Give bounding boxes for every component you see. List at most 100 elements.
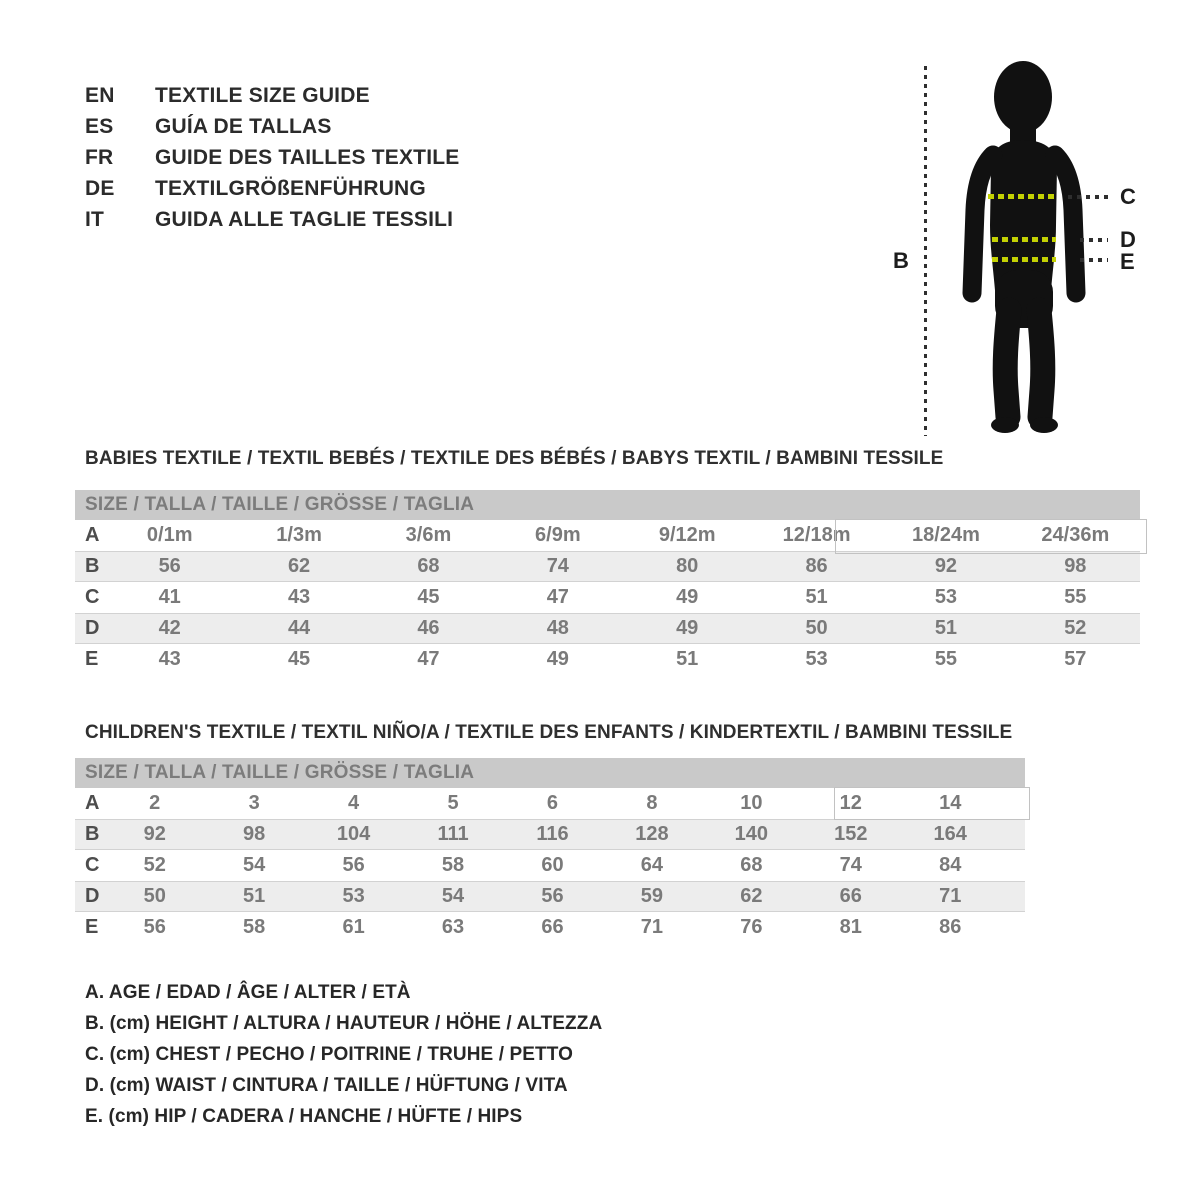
babies-size-header-bar: SIZE / TALLA / TAILLE / GRÖSSE / TAGLIA <box>75 490 1140 520</box>
table-row: A 0/1m 1/3m 3/6m 6/9m 9/12m 12/18m 18/24m 24/36m <box>75 520 1140 551</box>
table-cell: 0/1m <box>146 524 193 546</box>
language-code: EN <box>85 83 115 107</box>
table-cell: 58 <box>441 854 465 876</box>
table-cell: 50 <box>143 885 166 907</box>
table-cell: 66 <box>541 916 564 938</box>
table-cell: 3/6m <box>405 524 452 546</box>
table-cell: 74 <box>546 555 569 577</box>
table-cell: 49 <box>676 617 699 639</box>
chest-measure-line <box>988 194 1056 199</box>
table-row: B 56 62 68 74 80 86 92 98 <box>75 551 1140 582</box>
row-cells: 56 62 68 74 80 86 92 98 <box>105 555 1140 578</box>
row-cells: 92 98 104 111 116 128 140 152 164 <box>105 823 1025 846</box>
table-cell: 3 <box>248 792 260 814</box>
table-cell: 46 <box>417 617 440 639</box>
babies-size-table: SIZE / TALLA / TAILLE / GRÖSSE / TAGLIA … <box>75 490 1147 675</box>
guide-title: TEXTILE SIZE GUIDE <box>155 83 370 107</box>
row-cells: 52 54 56 58 60 64 68 74 84 <box>105 854 1025 877</box>
guide-title: GUÍA DE TALLAS <box>155 114 332 138</box>
legend-line: D. (cm) WAIST / CINTURA / TAILLE / HÜFTU… <box>85 1074 568 1096</box>
row-label: C <box>85 854 100 876</box>
table-cell: 164 <box>933 823 967 845</box>
row-label: D <box>85 617 100 639</box>
chest-leader-line <box>1068 195 1108 199</box>
table-cell: 80 <box>676 555 699 577</box>
table-cell: 45 <box>287 648 311 670</box>
babies-size-header-label: SIZE / TALLA / TAILLE / GRÖSSE / TAGLIA <box>85 494 475 515</box>
table-cell: 53 <box>805 648 828 670</box>
measurement-legend: A. AGE / EDAD / ÂGE / ALTER / ETÀ B. (cm)… <box>85 977 602 1132</box>
table-cell: 61 <box>342 916 365 938</box>
language-code: ES <box>85 114 114 138</box>
row-cells: 42 44 46 48 49 50 51 52 <box>105 617 1140 640</box>
row-label: D <box>85 885 100 907</box>
table-cell: 62 <box>740 885 763 907</box>
legend-line: A. AGE / EDAD / ÂGE / ALTER / ETÀ <box>85 981 411 1003</box>
row-label: E <box>85 916 99 938</box>
row-label: E <box>85 648 99 670</box>
table-cell: 6/9m <box>535 524 581 546</box>
language-row: IT GUIDA ALLE TAGLIE TESSILI <box>85 204 459 235</box>
table-cell: 52 <box>143 854 166 876</box>
row-cells: 56 58 61 63 66 71 76 81 86 <box>105 916 1025 939</box>
table-cell: 49 <box>676 586 699 608</box>
table-row: A 2 3 4 5 6 8 10 12 14 <box>75 788 1025 819</box>
measure-label-waist: D <box>1120 227 1136 252</box>
table-cell: 45 <box>417 586 440 608</box>
table-cell: 48 <box>546 617 569 639</box>
table-cell: 5 <box>447 792 459 814</box>
table-cell: 53 <box>934 586 958 608</box>
language-code: DE <box>85 176 115 200</box>
table-row: C 52 54 56 58 60 64 68 74 84 <box>75 850 1025 881</box>
table-cell: 12/18m <box>782 524 851 546</box>
babies-highlight-box <box>835 519 1147 554</box>
table-row: B 92 98 104 111 116 128 140 152 164 <box>75 819 1025 850</box>
table-cell: 55 <box>1064 586 1087 608</box>
legend-line: B. (cm) HEIGHT / ALTURA / HAUTEUR / HÖHE… <box>85 1012 603 1034</box>
guide-title: GUIDA ALLE TAGLIE TESSILI <box>155 207 454 231</box>
row-label: B <box>85 823 100 845</box>
table-cell: 60 <box>541 854 564 876</box>
table-cell: 2 <box>149 792 161 814</box>
table-cell: 71 <box>640 916 664 938</box>
child-silhouette <box>962 61 1086 433</box>
children-table-body: A 2 3 4 5 6 8 10 12 14 B 92 98 104 111 116 128 140 152 164 C… <box>75 788 1025 943</box>
waist-leader-line <box>1080 238 1108 242</box>
table-cell: 86 <box>939 916 962 938</box>
table-cell: 51 <box>934 617 958 639</box>
language-code: IT <box>85 207 105 231</box>
measure-label-hip: E <box>1120 249 1135 274</box>
table-cell: 128 <box>635 823 669 845</box>
table-cell: 10 <box>740 792 763 814</box>
row-cells: 50 51 53 54 56 59 62 66 71 <box>105 885 1025 908</box>
table-cell: 54 <box>441 885 465 907</box>
table-cell: 50 <box>805 617 828 639</box>
table-cell: 86 <box>805 555 828 577</box>
row-label: A <box>85 792 100 814</box>
table-cell: 58 <box>243 916 266 938</box>
table-cell: 62 <box>287 555 311 577</box>
table-cell: 53 <box>342 885 365 907</box>
legend-line: E. (cm) HIP / CADERA / HANCHE / HÜFTE / … <box>85 1105 523 1127</box>
table-cell: 49 <box>546 648 569 670</box>
language-list: EN TEXTILE SIZE GUIDE ES GUÍA DE TALLAS FR GU… <box>85 80 459 235</box>
hip-measure-line <box>992 257 1056 262</box>
children-highlight-box <box>834 787 1030 820</box>
language-row: EN TEXTILE SIZE GUIDE <box>85 80 459 111</box>
children-size-table: SIZE / TALLA / TAILLE / GRÖSSE / TAGLIA … <box>75 758 1030 943</box>
table-cell: 64 <box>640 854 664 876</box>
height-measure-line <box>924 66 927 436</box>
children-section-heading: CHILDREN'S TEXTILE / TEXTIL NIÑO/A / TEX… <box>85 722 1013 743</box>
babies-table-body: A 0/1m 1/3m 3/6m 6/9m 9/12m 12/18m 18/24m 24/36m… <box>75 520 1140 675</box>
table-cell: 59 <box>640 885 664 907</box>
table-cell: 56 <box>342 854 365 876</box>
table-cell: 41 <box>158 586 181 608</box>
hip-leader-line <box>1080 258 1108 262</box>
table-cell: 66 <box>839 885 862 907</box>
table-cell: 51 <box>805 586 828 608</box>
table-cell: 104 <box>336 823 371 845</box>
language-row: DE TEXTILGRÖßENFÜHRUNG <box>85 173 459 204</box>
language-row: FR GUIDE DES TAILLES TEXTILE <box>85 142 459 173</box>
table-cell: 42 <box>158 617 181 639</box>
table-cell: 43 <box>287 586 311 608</box>
